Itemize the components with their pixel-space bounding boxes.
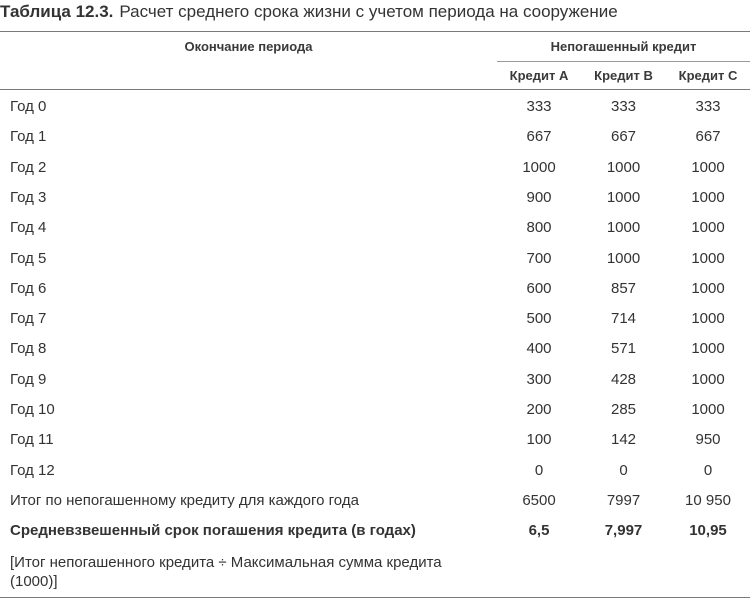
credit-a-value: 1000: [522, 159, 556, 176]
credit-b-value: 0: [619, 462, 628, 479]
credit-b-value: 1000: [606, 250, 641, 267]
credit-c-value: 950: [695, 431, 721, 448]
row-label: Год 5: [10, 250, 47, 267]
credit-c-value: 667: [695, 128, 721, 145]
credit-b-value: 285: [610, 401, 637, 418]
credit-a-value: 6,5: [528, 522, 550, 539]
row-label: Итог по непогашенному кредиту для каждог…: [10, 492, 359, 509]
table-row: Год 12 0 0 0: [0, 456, 750, 486]
credit-c-value: 1000: [691, 219, 725, 236]
credit-b-value: 428: [610, 371, 637, 388]
table-row: Итог по непогашенному кредиту для каждог…: [0, 486, 750, 516]
credit-a-value: 700: [526, 250, 552, 267]
credit-b-value: 7997: [606, 492, 641, 509]
table-row: Год 10 200 285 1000: [0, 395, 750, 425]
table-number: Таблица 12.3.: [0, 2, 114, 21]
table-row: Год 6 600 857 1000: [0, 274, 750, 304]
credit-c-value: 0: [703, 462, 713, 479]
row-label: Год 3: [10, 189, 47, 206]
credit-b-value: 1000: [606, 219, 641, 236]
credit-b-value: 571: [610, 340, 637, 357]
credit-c-value: 10 950: [685, 492, 731, 509]
row-label: Год 9: [10, 371, 47, 388]
credit-b-value: 7,997: [604, 522, 643, 539]
row-label: Год 1: [10, 128, 47, 145]
credit-b-value: 857: [610, 280, 637, 297]
row-label: Год 12: [10, 462, 55, 479]
credit-a-value: 100: [526, 431, 552, 448]
credit-b-value: 667: [610, 128, 637, 145]
credit-a-value: 900: [526, 189, 552, 206]
table-row: Год 11 100 142 950: [0, 425, 750, 455]
credit-c-value: 333: [695, 98, 721, 115]
credit-a-value: 6500: [522, 492, 556, 509]
credit-c-value: 10,95: [689, 522, 727, 539]
table-caption: Таблица 12.3. Расчет среднего срока жизни…: [0, 0, 618, 24]
credit-a-value: 667: [526, 128, 552, 145]
bottom-rule: [0, 597, 750, 598]
credit-c-value: 1000: [691, 310, 725, 327]
credit-a-value: 333: [526, 98, 552, 115]
row-label: Год 8: [10, 340, 47, 357]
row-label: Год 11: [10, 431, 54, 448]
row-label: Средневзвешенный срок погашения кредита …: [10, 522, 416, 539]
credit-c-value: 1000: [691, 189, 725, 206]
header-sub-rule: [497, 61, 750, 62]
header-unpaid-credit: Непогашенный кредит: [550, 39, 697, 54]
header-credit-c: Кредит С: [678, 68, 738, 83]
credit-a-value: 200: [526, 401, 552, 418]
header-credit-b: Кредит В: [594, 68, 653, 83]
table-row: Год 9 300 428 1000: [0, 365, 750, 395]
credit-c-value: 1000: [691, 401, 725, 418]
credit-a-value: 300: [526, 371, 552, 388]
credit-a-value: 800: [526, 219, 552, 236]
table-row: Год 0 333 333 333: [0, 92, 750, 122]
table-row: Год 3 900 1000 1000: [0, 183, 750, 213]
table-row: Средневзвешенный срок погашения кредита …: [0, 516, 750, 546]
credit-a-value: 600: [526, 280, 552, 297]
table-title: Расчет среднего срока жизни с учетом пер…: [119, 2, 618, 21]
table-note: [Итог непогашенного кредита ÷ Максимальн…: [10, 554, 442, 590]
header-bottom-rule: [0, 89, 750, 90]
credit-c-value: 1000: [691, 280, 725, 297]
row-label: Год 4: [10, 219, 47, 236]
credit-b-value: 333: [610, 98, 637, 115]
credit-a-value: 500: [526, 310, 552, 327]
header-period: Окончание периода: [184, 39, 313, 54]
credit-c-value: 1000: [691, 340, 725, 357]
credit-b-value: 142: [610, 431, 637, 448]
credit-b-value: 1000: [606, 159, 641, 176]
table-row: Год 4 800 1000 1000: [0, 213, 750, 243]
top-rule: [0, 31, 750, 32]
row-label: Год 7: [10, 310, 47, 327]
table-row: Год 2 1000 1000 1000: [0, 153, 750, 183]
row-label: Год 2: [10, 159, 47, 176]
credit-c-value: 1000: [691, 159, 725, 176]
table-row: Год 8 400 571 1000: [0, 334, 750, 364]
credit-c-value: 1000: [691, 371, 725, 388]
row-label: Год 10: [10, 401, 55, 418]
credit-c-value: 1000: [691, 250, 725, 267]
row-label: Год 6: [10, 280, 47, 297]
header-credit-a: Кредит А: [509, 68, 569, 83]
credit-b-value: 1000: [606, 189, 641, 206]
table-row: Год 7 500 714 1000: [0, 304, 750, 334]
table-row: Год 5 700 1000 1000: [0, 244, 750, 274]
credit-b-value: 714: [610, 310, 637, 327]
row-label: Год 0: [10, 98, 47, 115]
credit-a-value: 0: [534, 462, 544, 479]
table-row: Год 1 667 667 667: [0, 122, 750, 152]
credit-a-value: 400: [526, 340, 552, 357]
